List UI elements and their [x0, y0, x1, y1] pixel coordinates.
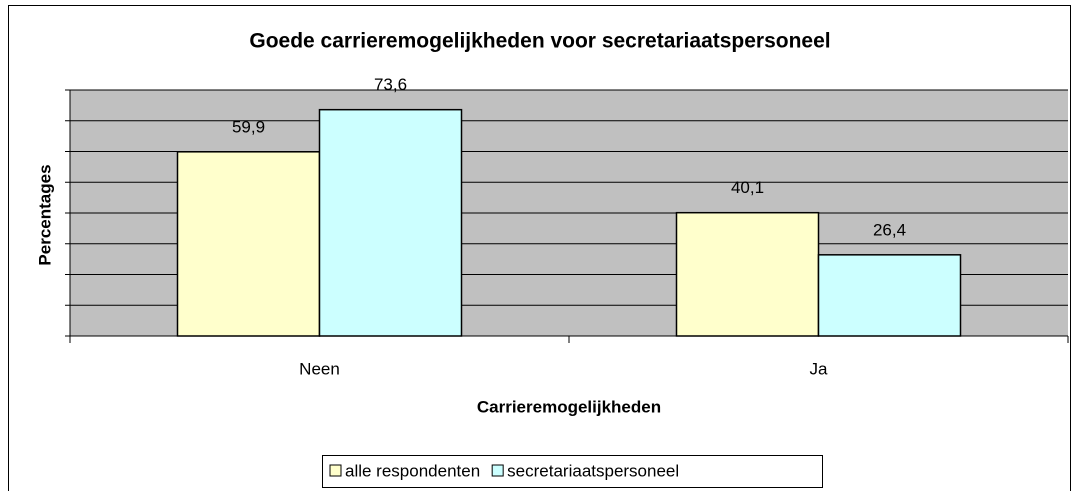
- value-label: 73,6: [374, 75, 407, 94]
- bar: [176, 151, 321, 337]
- value-label: 40,1: [731, 178, 764, 197]
- value-label: 26,4: [873, 220, 906, 239]
- x-axis-label: Carrieremogelijkheden: [477, 397, 661, 416]
- value-label: 59,9: [232, 117, 265, 136]
- legend-label: secretariaatspersoneel: [507, 461, 679, 480]
- bar: [817, 254, 962, 337]
- legend-swatch: [491, 464, 504, 477]
- legend-box: [322, 455, 823, 488]
- bar: [675, 211, 820, 337]
- x-tick-label: Neen: [299, 359, 340, 378]
- legend-label: alle respondenten: [345, 461, 480, 480]
- bar: [318, 108, 463, 337]
- legend-swatch: [329, 464, 342, 477]
- x-tick-label: Ja: [810, 359, 829, 378]
- chart-title: Goede carrieremogelijkheden voor secreta…: [249, 30, 830, 53]
- y-axis-label: Percentages: [35, 164, 54, 265]
